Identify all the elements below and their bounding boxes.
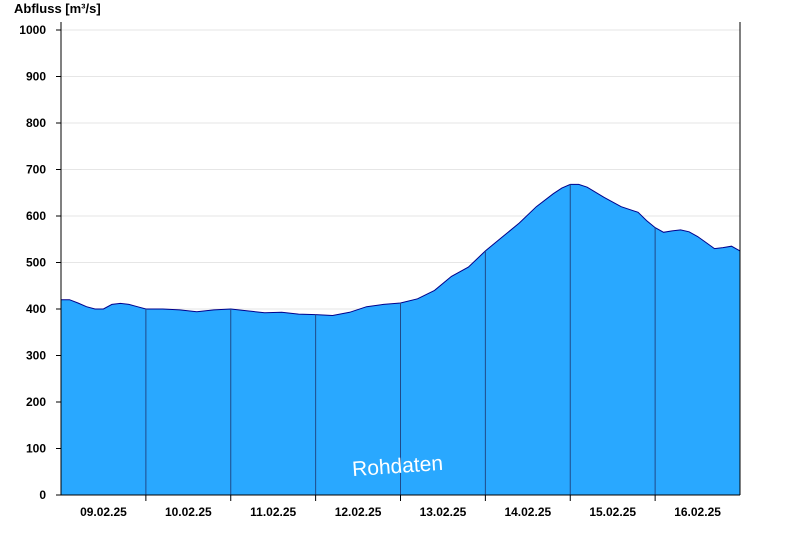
y-tick-label: 0 (39, 488, 46, 502)
y-axis-title: Abfluss [m³/s] (14, 1, 101, 16)
day-separators (145, 184, 656, 495)
y-tick-label: 900 (26, 70, 46, 84)
y-tick-label: 800 (26, 116, 46, 130)
x-tick-label: 10.02.25 (165, 505, 212, 519)
y-tick-label: 500 (26, 256, 46, 270)
x-tick-label: 12.02.25 (335, 505, 382, 519)
x-ticks: 09.02.25 10.02.25 11.02.25 12.02.25 13.02.25… (80, 495, 721, 519)
y-tick-label: 700 (26, 163, 46, 177)
x-tick-label: 14.02.25 (504, 505, 551, 519)
y-tick-label: 400 (26, 302, 46, 316)
y-ticks: 0 100 200 300 400 500 600 700 800 900 1000 (19, 23, 61, 502)
y-tick-label: 1000 (19, 23, 46, 37)
y-tick-label: 600 (26, 209, 46, 223)
x-tick-label: 09.02.25 (80, 505, 127, 519)
y-tick-label: 200 (26, 395, 46, 409)
x-tick-label: 15.02.25 (589, 505, 636, 519)
y-tick-label: 300 (26, 349, 46, 363)
y-tick-label: 100 (26, 442, 46, 456)
discharge-line (61, 183, 741, 317)
x-tick-label: 11.02.25 (250, 505, 296, 519)
x-tick-label: 13.02.25 (420, 505, 467, 519)
x-tick-label: 16.02.25 (674, 505, 721, 519)
